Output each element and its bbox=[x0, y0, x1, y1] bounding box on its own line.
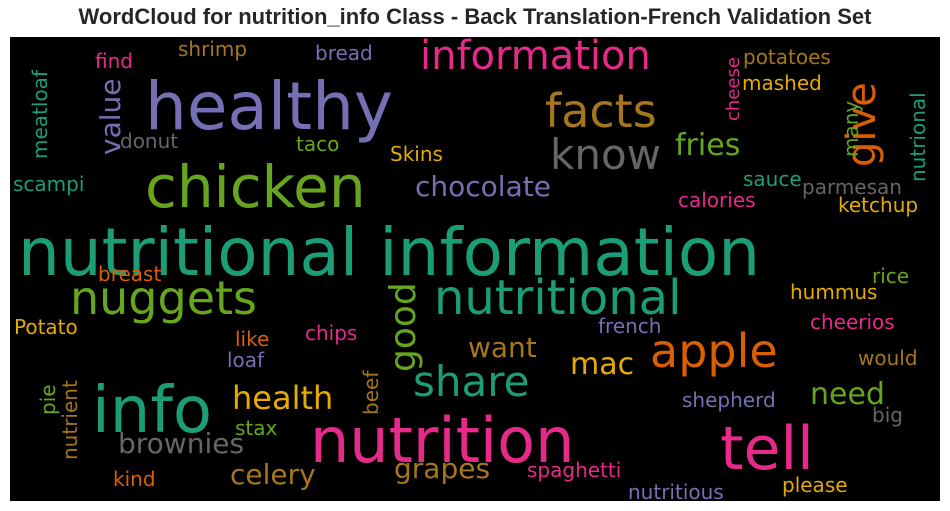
word-like: like bbox=[235, 327, 269, 351]
word-share: share bbox=[413, 357, 529, 406]
word-brownies: brownies bbox=[118, 427, 244, 460]
word-loaf: loaf bbox=[227, 348, 265, 372]
word-chocolate: chocolate bbox=[415, 170, 551, 203]
word-kind: kind bbox=[113, 467, 156, 491]
word-facts: facts bbox=[545, 84, 657, 138]
word-shepherd: shepherd bbox=[682, 388, 776, 412]
word-shrimp: shrimp bbox=[178, 37, 247, 61]
word-many: many bbox=[839, 101, 863, 157]
word-calories: calories bbox=[678, 188, 756, 212]
word-find: find bbox=[95, 49, 133, 73]
word-please: please bbox=[782, 473, 848, 497]
word-pie: pie bbox=[36, 384, 60, 415]
word-celery: celery bbox=[230, 458, 316, 491]
word-good: good bbox=[383, 282, 424, 372]
word-chicken: chicken bbox=[145, 153, 366, 221]
word-value: value bbox=[94, 79, 127, 155]
word-know: know bbox=[550, 130, 661, 179]
word-information: information bbox=[420, 37, 651, 79]
word-cloud-svg: nutritional informationhealthychickennut… bbox=[13, 37, 930, 501]
word-nutritional-information: nutritional information bbox=[18, 214, 760, 291]
word-chips: chips bbox=[305, 321, 357, 345]
word-nuggets: nuggets bbox=[70, 271, 257, 325]
word-bread: bread bbox=[315, 41, 373, 65]
word-apple: apple bbox=[650, 324, 778, 378]
chart-title: WordCloud for nutrition_info Class - Bac… bbox=[78, 4, 872, 29]
word-rice: rice bbox=[872, 264, 909, 288]
word-stax: stax bbox=[235, 416, 278, 440]
word-cloud-canvas: nutritional information healthy chicken nut… bbox=[10, 37, 940, 501]
word-french: french bbox=[598, 314, 661, 338]
word-sauce: sauce bbox=[743, 167, 802, 191]
word-skins: Skins bbox=[390, 142, 443, 166]
word-big: big bbox=[872, 403, 903, 427]
word-nutritious: nutritious bbox=[628, 480, 724, 501]
word-grapes: grapes bbox=[394, 452, 490, 485]
word-spaghetti: spaghetti bbox=[527, 458, 621, 482]
word-fries: fries bbox=[675, 128, 740, 163]
word-give: give bbox=[839, 82, 885, 167]
word-health: health bbox=[232, 379, 333, 417]
word-cheerios: cheerios bbox=[810, 310, 895, 334]
word-hummus: hummus bbox=[790, 280, 877, 304]
word-meatloaf: meatloaf bbox=[28, 69, 52, 159]
word-nutrition: nutrition bbox=[310, 404, 574, 477]
word-healthy: healthy bbox=[145, 68, 393, 145]
word-scampi: scampi bbox=[13, 172, 84, 196]
word-mac: mac bbox=[570, 347, 634, 382]
word-tell: tell bbox=[720, 414, 814, 484]
word-nutrional: nutrional bbox=[906, 92, 930, 182]
word-nutritional: nutritional bbox=[434, 270, 681, 326]
word-donut: donut bbox=[120, 129, 178, 153]
word-taco: taco bbox=[296, 132, 339, 156]
word-ketchup: ketchup bbox=[838, 193, 918, 217]
word-mashed: mashed bbox=[742, 71, 822, 95]
word-want: want bbox=[468, 331, 537, 364]
word-potato: Potato bbox=[14, 315, 78, 339]
word-parmesan: parmesan bbox=[802, 175, 902, 199]
word-cheese: cheese bbox=[723, 57, 744, 121]
word-info: info bbox=[92, 374, 212, 448]
word-would: would bbox=[858, 346, 918, 370]
word-potatoes: potatoes bbox=[743, 45, 831, 69]
word-beef: beef bbox=[359, 370, 383, 415]
word-need: need bbox=[810, 377, 885, 412]
word-breast: breast bbox=[98, 262, 161, 286]
word-nutrient: nutrient bbox=[58, 380, 82, 460]
